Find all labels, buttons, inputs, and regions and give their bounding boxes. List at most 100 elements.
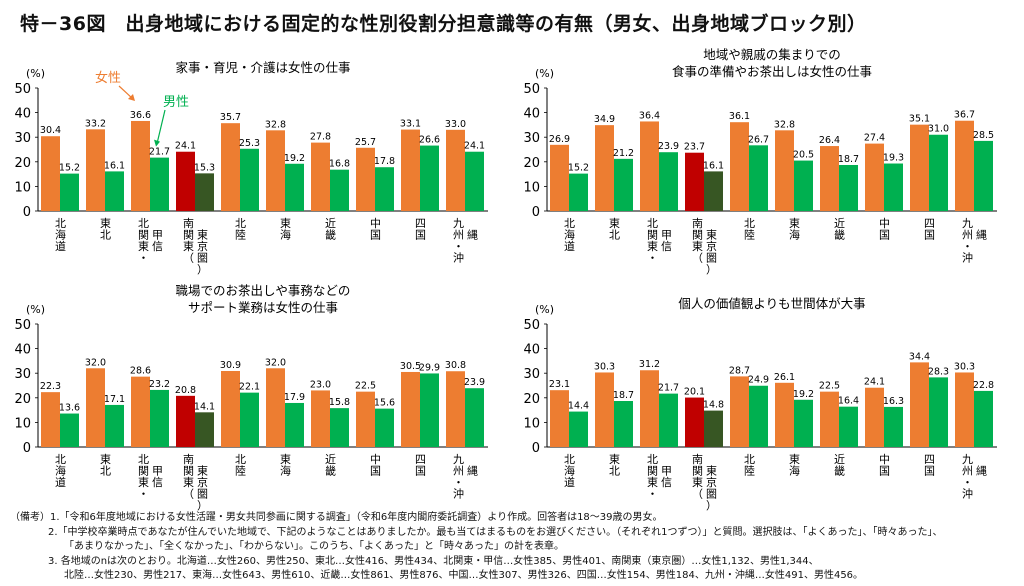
main-title: 特－36図 出身地域における固定的な性別役割分担意識等の有無（男女、出身地域ブロ… [20, 13, 867, 35]
value-label-male: 31.0 [928, 124, 949, 135]
x-category-char: 北 [235, 453, 246, 466]
value-label-male: 16.8 [329, 159, 350, 170]
y-tick-label: 10 [523, 180, 540, 195]
bar-female [595, 372, 614, 447]
value-label-female: 33.0 [445, 119, 466, 130]
value-label-male: 15.2 [568, 163, 589, 174]
x-category-char: （ [183, 488, 194, 501]
x-category-char: 畿 [325, 464, 336, 478]
x-category-char: 近 [325, 217, 336, 230]
x-category-char: 中 [370, 217, 381, 230]
x-category-char: （ [183, 252, 194, 265]
bar-female [356, 391, 375, 447]
bar-male [465, 388, 484, 447]
x-category-char: 東 [138, 476, 149, 489]
x-category-char: 北 [647, 217, 658, 230]
value-label-male: 15.8 [329, 397, 350, 408]
value-label-male: 17.9 [284, 392, 305, 403]
value-label-female: 32.8 [774, 119, 795, 130]
x-category-char: 北 [744, 453, 755, 466]
value-label-male: 22.1 [239, 382, 260, 393]
value-label-female: 36.4 [639, 110, 660, 121]
value-label-male: 16.3 [883, 396, 904, 407]
chart-housework: 家事・育児・介護は女性の仕事 (%) 0 10 20 30 40 50 30.4 15.2 北海道 3… [0, 52, 505, 280]
bar-female [865, 143, 884, 211]
bar-male [330, 169, 349, 211]
x-category-char: ・ [138, 252, 149, 265]
y-tick-label: 50 [523, 318, 540, 333]
x-category-char: 州 [962, 465, 973, 478]
value-label-female: 30.4 [40, 125, 61, 136]
x-category-char: 北 [564, 217, 575, 230]
x-category-char: 国 [924, 465, 935, 478]
value-label-female: 25.7 [355, 137, 376, 148]
x-category-char: 九 [453, 453, 464, 466]
y-tick-label: 20 [523, 392, 540, 407]
value-label-male: 23.9 [658, 141, 679, 152]
bar-female [910, 124, 929, 211]
value-label-female: 24.1 [175, 141, 196, 152]
bar-female [401, 371, 420, 447]
x-category-char: （ [692, 252, 703, 265]
y-unit-label: (%) [535, 67, 554, 80]
x-category-char: 縄 [467, 228, 478, 242]
chart-title: 地域や親戚の集まりでの [703, 47, 841, 62]
value-label-female: 33.1 [400, 119, 421, 130]
x-category-char: 信 [661, 476, 672, 489]
x-category-char: 海 [564, 464, 575, 478]
bar-male [749, 145, 768, 211]
y-tick-label: 30 [523, 131, 540, 146]
x-category-char: ） [197, 263, 208, 276]
value-label-female: 30.8 [445, 360, 466, 371]
legend-female-label: 女性 [95, 70, 121, 86]
x-category-char: 関 [647, 229, 658, 242]
x-category-char: 関 [138, 229, 149, 242]
x-category-char: 関 [647, 465, 658, 478]
y-tick-label: 40 [14, 107, 31, 122]
value-label-female: 27.4 [864, 133, 885, 144]
bar-male [375, 408, 394, 447]
x-category-char: 中 [370, 453, 381, 466]
bar-female [311, 142, 330, 211]
value-label-male: 28.3 [928, 366, 949, 377]
bar-female [356, 147, 375, 211]
x-category-char: 北 [100, 465, 111, 478]
value-label-male: 14.8 [703, 400, 724, 411]
y-tick-label: 40 [523, 107, 540, 122]
x-category-char: 海 [564, 228, 575, 242]
value-label-female: 34.4 [909, 351, 930, 362]
bar-male [60, 413, 79, 447]
value-label-male: 15.2 [59, 163, 80, 174]
x-category-char: 東 [789, 453, 800, 466]
x-category-char: 近 [325, 453, 336, 466]
bar-male [330, 408, 349, 447]
value-label-female: 36.1 [729, 111, 750, 122]
value-label-male: 25.3 [239, 138, 260, 149]
x-category-char: 陸 [744, 465, 755, 478]
bar-male [150, 389, 169, 447]
x-category-char: 縄 [976, 228, 987, 242]
y-tick-label: 0 [23, 205, 31, 220]
x-category-char: 京 [197, 239, 208, 253]
bar-male [285, 402, 304, 447]
value-label-female: 22.5 [819, 381, 840, 392]
y-tick-label: 30 [523, 367, 540, 382]
x-category-char: 近 [834, 217, 845, 230]
x-category-char: 北 [235, 217, 246, 230]
x-category-char: 関 [692, 465, 703, 478]
value-label-male: 26.7 [748, 134, 769, 145]
x-category-char: 海 [280, 464, 291, 478]
value-label-female: 24.1 [864, 377, 885, 388]
x-category-char: ） [706, 499, 717, 512]
x-category-char: 陸 [235, 465, 246, 478]
x-category-char: ・ [647, 252, 658, 265]
value-label-female: 26.1 [774, 372, 795, 383]
bar-female [550, 144, 569, 211]
value-label-female: 26.4 [819, 135, 840, 146]
value-label-female: 32.0 [265, 357, 286, 368]
x-category-char: 東 [100, 217, 111, 230]
x-category-char: ） [197, 499, 208, 512]
bar-female [865, 387, 884, 447]
x-category-char: 国 [924, 229, 935, 242]
x-category-char: 北 [744, 217, 755, 230]
